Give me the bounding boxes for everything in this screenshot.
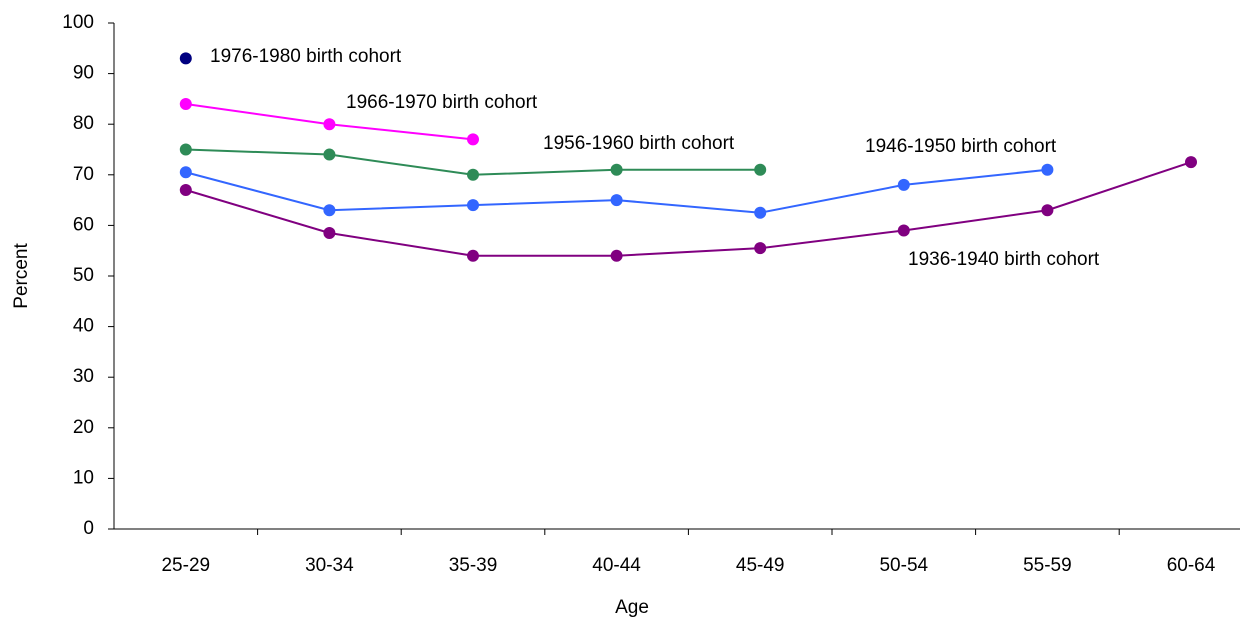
series-label: 1956-1960 birth cohort — [543, 133, 735, 154]
y-tick-label: 30 — [73, 366, 94, 387]
y-tick-label: 70 — [73, 164, 94, 185]
y-tick-label: 50 — [73, 265, 94, 286]
series-point — [179, 97, 192, 110]
series-point — [467, 133, 479, 146]
x-tick-label: 40-44 — [592, 555, 641, 576]
series-point — [323, 148, 336, 161]
y-tick-label: 0 — [83, 518, 94, 539]
series-label: 1976-1980 birth cohort — [210, 46, 402, 67]
series-point — [610, 163, 623, 176]
series-point — [610, 249, 623, 262]
series-point — [467, 168, 479, 181]
series-point — [179, 166, 192, 179]
series-point — [323, 226, 336, 239]
series-point — [323, 204, 336, 217]
series-line — [185, 168, 1048, 214]
series-label: 1966-1970 birth cohort — [346, 92, 538, 113]
x-tick-label: 45-49 — [736, 555, 785, 576]
series-point — [754, 242, 767, 255]
series-point — [1041, 204, 1054, 217]
y-tick-label: 40 — [73, 316, 94, 337]
x-tick-label: 35-39 — [449, 555, 498, 576]
x-axis-label: Age — [615, 597, 649, 618]
x-tick-label: 60-64 — [1167, 555, 1216, 576]
series-point — [179, 183, 192, 196]
y-tick-label: 90 — [73, 63, 94, 84]
series-label: 1946-1950 birth cohort — [865, 136, 1057, 157]
series-point — [897, 224, 910, 237]
series-label: 1936-1940 birth cohort — [908, 249, 1100, 270]
y-tick-label: 100 — [62, 12, 94, 33]
y-tick-label: 60 — [73, 214, 94, 235]
series-point — [1041, 163, 1054, 176]
series-point — [1185, 156, 1197, 169]
x-tick-label: 50-54 — [879, 555, 928, 576]
x-tick-label: 30-34 — [305, 555, 354, 576]
y-tick-label: 80 — [73, 113, 94, 134]
series-point — [179, 52, 192, 65]
x-tick-label: 55-59 — [1023, 555, 1072, 576]
x-tick-label: 25-29 — [161, 555, 210, 576]
y-axis-label: Percent — [11, 243, 32, 309]
series-point — [179, 143, 192, 156]
y-tick-label: 20 — [73, 417, 94, 438]
series-point — [323, 118, 336, 131]
series-line — [185, 161, 1192, 257]
series-point — [897, 178, 910, 191]
series-point — [610, 194, 623, 207]
series-point — [754, 206, 767, 219]
series-point — [467, 199, 479, 212]
series-point — [754, 163, 767, 176]
y-tick-label: 10 — [73, 467, 94, 488]
series-point — [467, 249, 479, 262]
